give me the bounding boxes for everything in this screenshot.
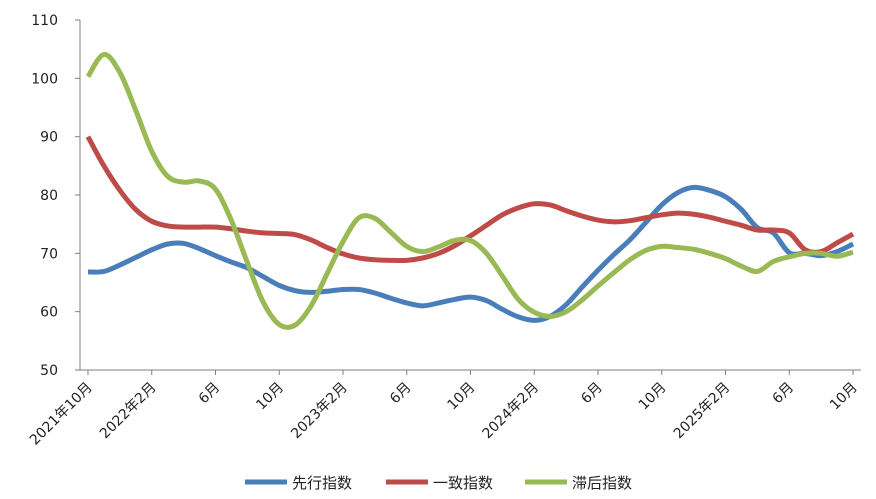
x-tick-label: 2024年2月 <box>479 380 542 443</box>
x-tick-label: 10月 <box>636 380 670 414</box>
legend-label-1: 先行指数 <box>292 474 352 492</box>
y-tick-label: 80 <box>40 188 58 204</box>
x-tick-label: 10月 <box>827 380 861 414</box>
legend-label-2: 一致指数 <box>433 474 493 492</box>
legend: 先行指数 一致指数 滞后指数 <box>245 474 632 492</box>
x-tick-label: 2022年2月 <box>97 380 160 443</box>
legend-label-3: 滞后指数 <box>572 474 632 492</box>
x-tick-label: 2025年2月 <box>671 380 734 443</box>
chart-axes <box>79 20 861 371</box>
series-line-1 <box>87 184 855 323</box>
x-tick-label: 6月 <box>387 380 415 408</box>
x-tick-label: 2023年2月 <box>288 380 351 443</box>
y-tick-label: 70 <box>40 246 58 262</box>
x-tick-label: 6月 <box>770 380 798 408</box>
x-tick-label: 10月 <box>445 380 479 414</box>
x-tick-label: 10月 <box>253 380 287 414</box>
y-axis-ticks: 50 60 70 80 90 100 110 <box>31 13 80 379</box>
x-tick-label: 6月 <box>196 380 224 408</box>
y-tick-label: 100 <box>31 71 58 87</box>
x-tick-label: 2021年10月 <box>27 380 96 449</box>
y-tick-label: 50 <box>40 363 58 379</box>
x-tick-label: 6月 <box>578 380 606 408</box>
y-tick-label: 90 <box>40 130 58 146</box>
series-line-2 <box>85 135 855 264</box>
y-tick-label: 60 <box>40 305 58 321</box>
series-lines <box>85 51 855 330</box>
y-tick-label: 110 <box>31 13 58 29</box>
x-axis-ticks: 2021年10月 2022年2月 6月 10月 2023年2月 6月 10月 2024年2月 6… <box>27 370 861 448</box>
series-line-3 <box>85 51 854 330</box>
